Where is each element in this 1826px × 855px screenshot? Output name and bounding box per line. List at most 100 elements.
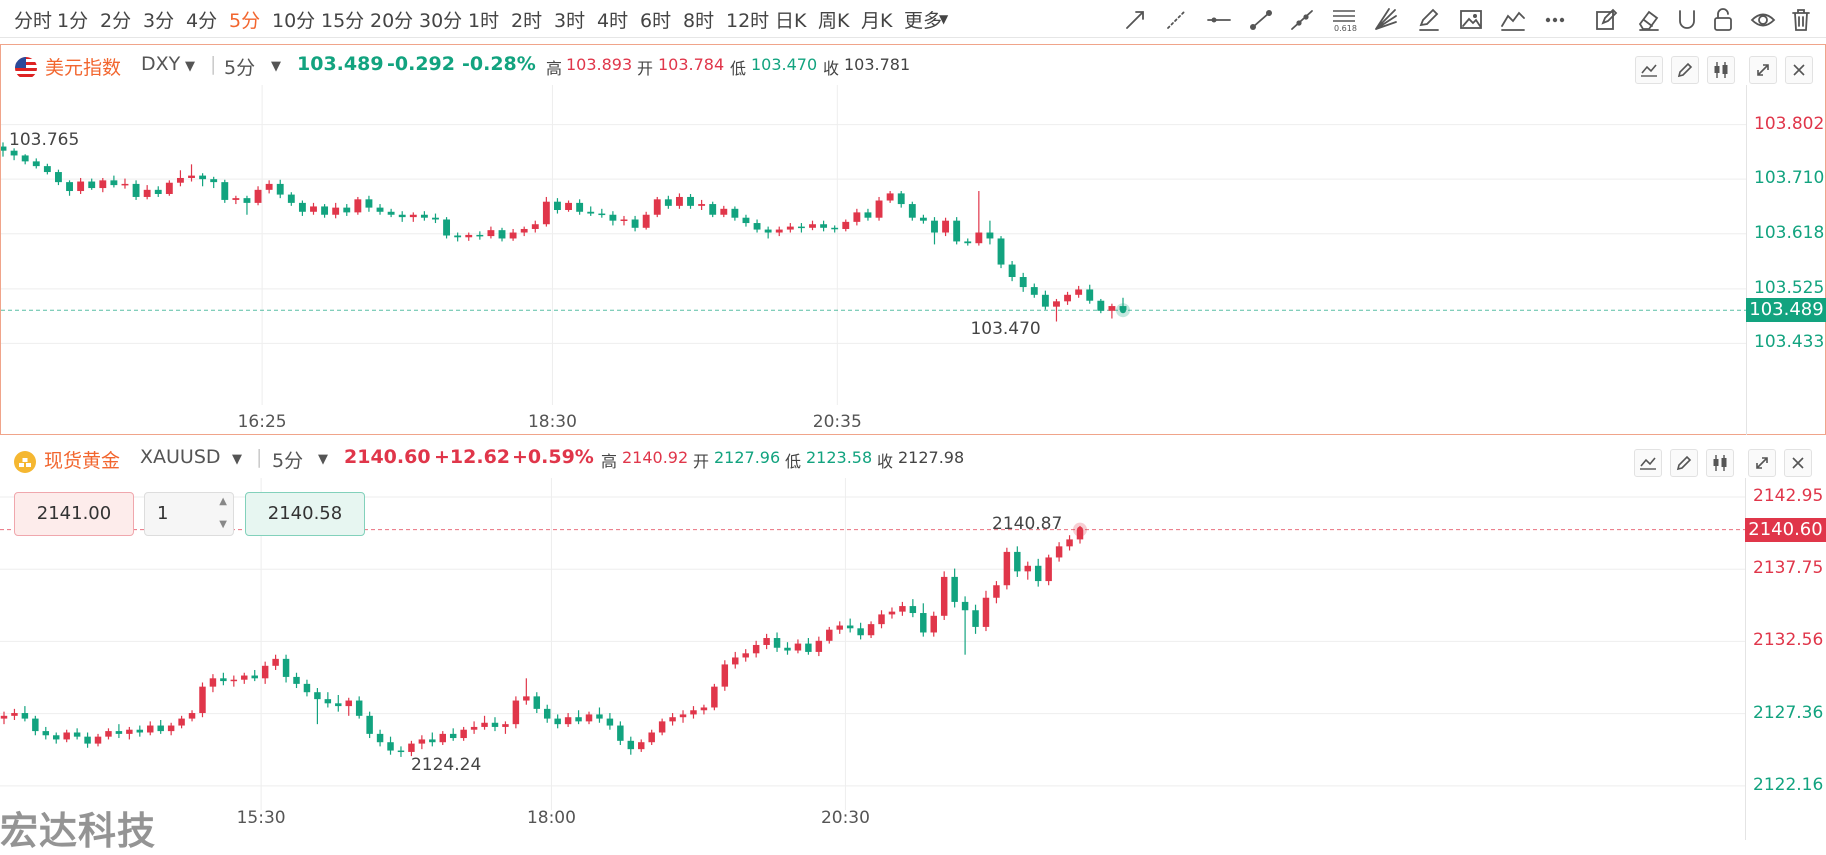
candle[interactable] [251, 669, 258, 682]
candle[interactable] [794, 639, 802, 654]
timeframe-13[interactable]: 4时 [597, 10, 629, 32]
candle[interactable] [908, 201, 916, 221]
chart-type-button[interactable] [1706, 449, 1734, 477]
candle[interactable] [147, 721, 154, 736]
candle[interactable] [272, 654, 279, 670]
candle[interactable] [919, 214, 927, 224]
magnet-icon[interactable] [1679, 10, 1695, 29]
candle[interactable] [298, 200, 306, 216]
draw-button[interactable] [1671, 56, 1699, 84]
candle[interactable] [675, 193, 683, 209]
trend-line-icon[interactable] [1126, 11, 1144, 29]
more-icon[interactable] [1545, 17, 1565, 23]
candle[interactable] [575, 710, 582, 725]
candle[interactable] [387, 208, 395, 218]
chevron-down-icon[interactable]: ▼ [185, 59, 195, 74]
candle[interactable] [606, 713, 614, 730]
candle[interactable] [420, 211, 428, 221]
candle[interactable] [243, 195, 251, 215]
candle[interactable] [136, 725, 144, 737]
draw-button[interactable] [1670, 449, 1698, 477]
ray-icon[interactable] [1167, 11, 1185, 29]
candle[interactable] [332, 202, 340, 219]
candle[interactable] [554, 714, 561, 729]
timeframe-7[interactable]: 15分 [321, 10, 365, 32]
timeframe-3[interactable]: 3分 [143, 10, 175, 32]
candle[interactable] [775, 226, 783, 237]
candle[interactable] [143, 185, 151, 200]
candle[interactable] [753, 219, 761, 233]
candle[interactable] [66, 180, 73, 196]
candle[interactable] [293, 672, 300, 689]
eraser-icon[interactable] [1638, 10, 1659, 31]
candle[interactable] [265, 180, 273, 194]
candle[interactable] [732, 651, 739, 669]
candle[interactable] [321, 204, 329, 218]
candle[interactable] [167, 722, 175, 736]
candle[interactable] [815, 636, 823, 657]
candle[interactable] [121, 178, 129, 189]
candle[interactable] [209, 674, 217, 693]
candle[interactable] [324, 692, 332, 708]
candle[interactable] [1075, 285, 1083, 298]
candle[interactable] [21, 154, 29, 165]
chevron-down-icon[interactable]: ▼ [271, 59, 281, 74]
candle[interactable] [487, 226, 495, 239]
candle[interactable] [115, 724, 123, 739]
candle[interactable] [523, 678, 530, 705]
dxy-price-axis[interactable]: 103.802 103.710 103.618 103.525 103.433 [1746, 85, 1826, 435]
candle[interactable] [498, 227, 506, 242]
candle[interactable] [157, 719, 164, 734]
increment-icon[interactable]: ▲ [219, 496, 227, 507]
candle[interactable] [620, 215, 628, 226]
candle[interactable] [1055, 542, 1063, 562]
candle[interactable] [1014, 546, 1021, 577]
xauusd-symbol[interactable]: XAUUSD [140, 446, 221, 468]
timeframe-5[interactable]: 5分 [229, 10, 261, 32]
candle[interactable] [276, 179, 284, 199]
candle[interactable] [820, 220, 828, 232]
candle[interactable] [886, 191, 894, 203]
candle[interactable] [188, 710, 196, 722]
timeframe-14[interactable]: 6时 [640, 10, 672, 32]
candle[interactable] [658, 718, 666, 736]
candle[interactable] [1024, 561, 1032, 580]
candle[interactable] [942, 217, 950, 237]
candle[interactable] [63, 729, 70, 743]
candle[interactable] [55, 169, 62, 186]
candle[interactable] [867, 621, 875, 639]
timeframe-17[interactable]: 日K [775, 10, 807, 32]
candle[interactable] [920, 603, 927, 637]
candle[interactable] [1108, 303, 1116, 319]
candle[interactable] [43, 163, 51, 175]
candle[interactable] [763, 633, 770, 650]
candle[interactable] [241, 672, 248, 684]
candle[interactable] [690, 706, 697, 719]
candle[interactable] [565, 200, 572, 212]
sell-price-button[interactable]: 2141.00 [14, 492, 134, 536]
xauusd-timeframe[interactable]: 5分 [272, 450, 304, 472]
candle[interactable] [721, 660, 729, 691]
candle[interactable] [397, 746, 405, 757]
candle[interactable] [709, 201, 717, 218]
polyline-icon[interactable] [1501, 11, 1525, 31]
candle[interactable] [997, 236, 1005, 269]
candle[interactable] [110, 175, 118, 188]
timeframe-18[interactable]: 周K [818, 10, 850, 32]
indicator-button[interactable] [1635, 56, 1663, 84]
candle[interactable] [975, 191, 983, 246]
candle[interactable] [627, 736, 635, 755]
candle[interactable] [587, 206, 595, 216]
candle[interactable] [454, 232, 462, 242]
candle[interactable] [951, 568, 958, 608]
candle[interactable] [355, 696, 363, 719]
candle[interactable] [282, 654, 290, 683]
candle[interactable] [700, 704, 708, 715]
candle[interactable] [931, 217, 938, 245]
candle[interactable] [638, 739, 645, 752]
chart-type-button[interactable] [1707, 56, 1735, 84]
timeframe-16[interactable]: 12时 [726, 10, 770, 32]
candle[interactable] [77, 177, 85, 194]
timeframe-2[interactable]: 2分 [100, 10, 132, 32]
candle[interactable] [21, 706, 29, 722]
